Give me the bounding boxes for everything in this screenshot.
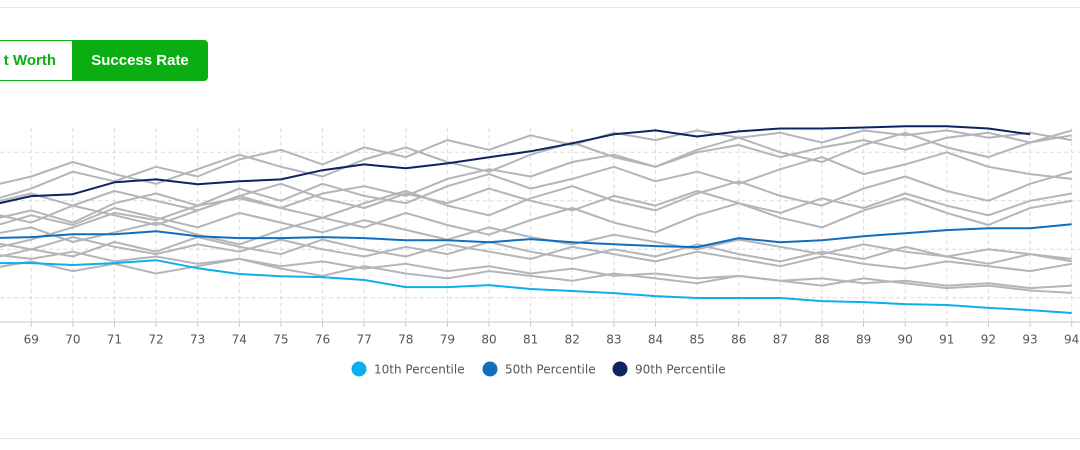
x-tick-label: 94 — [1064, 333, 1079, 347]
x-tick-label: 77 — [357, 333, 372, 347]
simulation-line — [0, 182, 1072, 217]
x-tick-label: 82 — [565, 333, 580, 347]
plot-lines — [0, 125, 1072, 314]
percentile-line — [0, 125, 1031, 205]
legend-label: 50th Percentile — [505, 363, 596, 377]
simulation-line — [0, 257, 1072, 294]
simulation-line — [0, 129, 1072, 248]
x-tick-label: 78 — [398, 333, 413, 347]
simulation-line — [0, 151, 1072, 224]
percentile-line — [0, 259, 1072, 314]
net-worth-tab[interactable]: t Worth — [0, 40, 72, 81]
x-tick-label: 72 — [148, 333, 163, 347]
x-tick-label: 70 — [65, 333, 80, 347]
simulation-line — [0, 197, 1072, 246]
x-tick-label: 91 — [939, 333, 954, 347]
x-tick-label: 81 — [523, 333, 538, 347]
simulation-line — [0, 131, 1072, 185]
legend-swatch — [351, 361, 367, 377]
success-rate-tab[interactable]: Success Rate — [72, 40, 208, 81]
bottom-divider — [0, 438, 1080, 439]
percentile-line — [0, 223, 1072, 249]
x-tick-label: 88 — [814, 333, 829, 347]
x-tick-label: 90 — [898, 333, 913, 347]
simulation-line — [0, 236, 1072, 273]
simulation-line — [0, 207, 1072, 260]
x-tick-label: 80 — [481, 333, 496, 347]
x-tick-label: 89 — [856, 333, 871, 347]
x-tick-label: 71 — [107, 333, 122, 347]
x-tick-label: 74 — [232, 333, 247, 347]
x-tick-label: 85 — [689, 333, 704, 347]
x-tick-label: 75 — [273, 333, 288, 347]
x-tick-label: 69 — [24, 333, 39, 347]
x-tick-label: 86 — [731, 333, 746, 347]
x-tick-label: 79 — [440, 333, 455, 347]
legend: 10th Percentile 50th Percentile 90th Perce… — [351, 361, 726, 377]
legend-swatch — [612, 361, 628, 377]
x-tick-label: 93 — [1022, 333, 1037, 347]
legend-swatch — [482, 361, 498, 377]
x-tick-label: 73 — [190, 333, 205, 347]
x-tick-label: 87 — [773, 333, 788, 347]
x-tick-label: 92 — [981, 333, 996, 347]
simulation-line — [0, 236, 1072, 265]
simulation-line — [0, 129, 1072, 199]
x-tick-label: 83 — [606, 333, 621, 347]
x-axis: 69 70 71 72 73 74 75 76 77 78 79 80 81 82 83 84 85 86 87 88… — [0, 321, 1080, 347]
x-tick-label: 76 — [315, 333, 330, 347]
legend-label: 10th Percentile — [374, 363, 465, 377]
top-divider — [0, 7, 1080, 8]
x-tick-label: 84 — [648, 333, 663, 347]
legend-label: 90th Percentile — [635, 363, 726, 377]
